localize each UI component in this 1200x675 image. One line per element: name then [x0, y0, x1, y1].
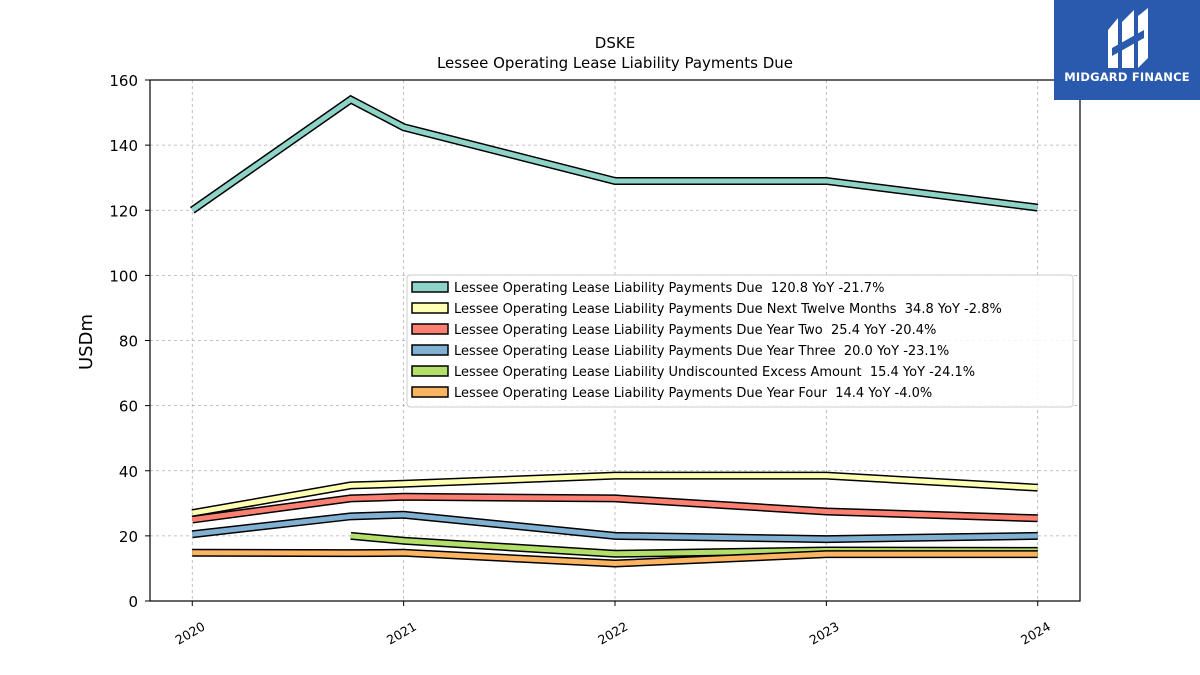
x-tick-label: 2021 — [384, 619, 419, 648]
legend-label: Lessee Operating Lease Liability Undisco… — [454, 365, 975, 380]
y-tick-label: 0 — [128, 593, 138, 611]
series-line-4 — [191, 510, 1038, 544]
legend-swatch — [411, 323, 449, 335]
y-tick-label: 20 — [119, 528, 138, 546]
legend-label: Lessee Operating Lease Liability Payment… — [454, 302, 1002, 317]
legend-label: Lessee Operating Lease Liability Payment… — [454, 281, 884, 296]
legend-item: Lessee Operating Lease Liability Payment… — [411, 302, 1002, 317]
legend-item: Lessee Operating Lease Liability Payment… — [411, 386, 932, 401]
y-axis-label: USDm — [76, 314, 97, 370]
y-tick-label: 160 — [109, 72, 138, 90]
chart-title: DSKE — [595, 34, 635, 52]
legend-item: Lessee Operating Lease Liability Payment… — [411, 323, 936, 338]
series-line-6 — [192, 548, 1038, 568]
x-tick-label: 2020 — [172, 619, 207, 648]
x-tick-label: 2024 — [1018, 619, 1053, 648]
legend-swatch — [411, 386, 449, 398]
legend-swatch — [411, 344, 449, 356]
legend-item: Lessee Operating Lease Liability Payment… — [411, 281, 884, 296]
legend-box — [406, 274, 1074, 408]
legend-item: Lessee Operating Lease Liability Undisco… — [411, 365, 975, 380]
legend-item: Lessee Operating Lease Liability Payment… — [411, 344, 949, 359]
series-line-2 — [191, 471, 1038, 518]
chart-subtitle: Lessee Operating Lease Liability Payment… — [437, 54, 793, 72]
series-layer — [189, 94, 1039, 568]
legend-label: Lessee Operating Lease Liability Payment… — [454, 344, 949, 359]
x-tick-label: 2022 — [595, 619, 630, 648]
x-tick-label: 2023 — [807, 619, 842, 648]
brand-logo: MIDGARD FINANCE — [1054, 0, 1200, 100]
y-tick-label: 60 — [119, 398, 138, 416]
legend-swatch — [411, 365, 449, 377]
series-band — [191, 494, 1038, 523]
legend-swatch — [411, 281, 449, 293]
y-tick-label: 100 — [109, 267, 138, 285]
y-tick-label: 120 — [109, 202, 138, 220]
series-line-3 — [191, 492, 1038, 524]
legend-swatch — [411, 302, 449, 314]
series-band — [191, 512, 1038, 542]
brand-name: MIDGARD FINANCE — [1064, 70, 1190, 84]
legend-label: Lessee Operating Lease Liability Payment… — [454, 386, 932, 401]
legend: Lessee Operating Lease Liability Payment… — [406, 274, 1074, 408]
series-band — [191, 473, 1038, 516]
y-tick-label: 40 — [119, 463, 138, 481]
series-band — [190, 96, 1039, 213]
legend-label: Lessee Operating Lease Liability Payment… — [454, 323, 936, 338]
y-tick-label: 140 — [109, 137, 138, 155]
series-line-1 — [189, 94, 1039, 214]
series-band — [192, 550, 1038, 567]
midgard-logo-icon — [1108, 8, 1148, 68]
y-tick-label: 80 — [119, 333, 138, 351]
